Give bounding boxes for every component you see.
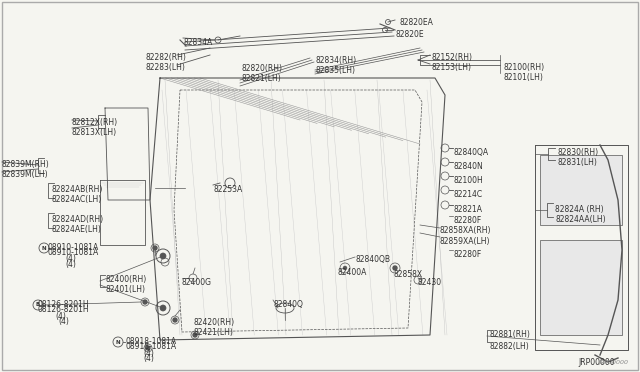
Text: 82821(LH): 82821(LH)	[242, 74, 282, 83]
Text: 82824AE(LH): 82824AE(LH)	[52, 225, 102, 234]
Text: (4): (4)	[65, 254, 76, 263]
Text: 82824AA(LH): 82824AA(LH)	[555, 215, 605, 224]
Circle shape	[160, 305, 166, 311]
Text: 82401(LH): 82401(LH)	[105, 285, 145, 294]
Circle shape	[153, 246, 157, 250]
Text: 82824A (RH): 82824A (RH)	[555, 205, 604, 214]
Bar	[540, 240, 622, 335]
Text: 08126-8201H: 08126-8201H	[38, 300, 90, 309]
Text: JRP00000: JRP00000	[579, 358, 615, 367]
Text: 82840Q: 82840Q	[273, 300, 303, 309]
Text: 82101(LH): 82101(LH)	[503, 73, 543, 82]
Text: 82824AB(RH): 82824AB(RH)	[52, 185, 104, 194]
Text: 82859XA(LH): 82859XA(LH)	[440, 237, 490, 246]
Text: 82858XA(RH): 82858XA(RH)	[440, 226, 492, 235]
Text: 82214C: 82214C	[453, 190, 482, 199]
Circle shape	[173, 318, 177, 322]
Circle shape	[393, 266, 397, 270]
Text: 82253A: 82253A	[213, 185, 243, 194]
Text: 82280F: 82280F	[453, 250, 481, 259]
Text: 82840N: 82840N	[453, 162, 483, 171]
Text: 82835(LH): 82835(LH)	[316, 66, 356, 75]
Text: 82812X(RH): 82812X(RH)	[72, 118, 118, 127]
Circle shape	[343, 266, 347, 270]
Text: 82858X: 82858X	[393, 270, 422, 279]
Text: N: N	[42, 246, 46, 250]
Text: 82421(LH): 82421(LH)	[194, 328, 234, 337]
Text: 82821A: 82821A	[453, 205, 482, 214]
Text: 82430: 82430	[418, 278, 442, 287]
Circle shape	[143, 300, 147, 304]
Text: (4): (4)	[55, 312, 66, 321]
Text: 82824AD(RH): 82824AD(RH)	[52, 215, 104, 224]
Text: 82280F: 82280F	[453, 216, 481, 225]
Text: 82831(LH): 82831(LH)	[558, 158, 598, 167]
Bar	[540, 155, 622, 225]
Text: (4): (4)	[143, 354, 154, 363]
Text: (4): (4)	[143, 349, 154, 358]
Text: 82813X(LH): 82813X(LH)	[72, 128, 117, 137]
Text: 08918-1081A: 08918-1081A	[125, 342, 176, 351]
Text: 82400G: 82400G	[182, 278, 212, 287]
Text: 82840QB: 82840QB	[355, 255, 390, 264]
Text: (4): (4)	[58, 317, 69, 326]
Text: 82830(RH): 82830(RH)	[558, 148, 599, 157]
Text: 82834A: 82834A	[183, 38, 212, 47]
Text: 82824AC(LH): 82824AC(LH)	[52, 195, 102, 204]
Text: 82420(RH): 82420(RH)	[194, 318, 235, 327]
Text: 82100(RH): 82100(RH)	[503, 63, 544, 72]
Text: 08918-1081A: 08918-1081A	[125, 337, 176, 346]
Text: 82839M(LH): 82839M(LH)	[2, 170, 49, 179]
Text: 82152(RH): 82152(RH)	[432, 53, 473, 62]
Circle shape	[160, 253, 166, 259]
Text: B: B	[36, 302, 40, 308]
Text: 82820E: 82820E	[395, 30, 424, 39]
Circle shape	[146, 346, 150, 350]
Text: 82820(RH): 82820(RH)	[242, 64, 283, 73]
Text: 08910-1081A: 08910-1081A	[48, 243, 99, 252]
Text: 08126-8201H: 08126-8201H	[38, 305, 90, 314]
Text: N: N	[116, 340, 120, 344]
Text: 82820EA: 82820EA	[400, 18, 434, 27]
Text: 82153(LH): 82153(LH)	[432, 63, 472, 72]
Circle shape	[193, 333, 197, 337]
Text: (4): (4)	[65, 260, 76, 269]
Text: 82834(RH): 82834(RH)	[316, 56, 357, 65]
Text: 82882(LH): 82882(LH)	[490, 342, 530, 351]
Text: 82839M(RH): 82839M(RH)	[2, 160, 50, 169]
Text: JRP00000: JRP00000	[598, 360, 628, 365]
Text: 82840QA: 82840QA	[453, 148, 488, 157]
Text: 82282(RH): 82282(RH)	[145, 53, 186, 62]
Text: 82283(LH): 82283(LH)	[145, 63, 185, 72]
Text: 82100H: 82100H	[453, 176, 483, 185]
Text: 82400A: 82400A	[338, 268, 367, 277]
Text: 82881(RH): 82881(RH)	[490, 330, 531, 339]
Text: 08910-1081A: 08910-1081A	[48, 248, 99, 257]
Text: 82400(RH): 82400(RH)	[105, 275, 147, 284]
